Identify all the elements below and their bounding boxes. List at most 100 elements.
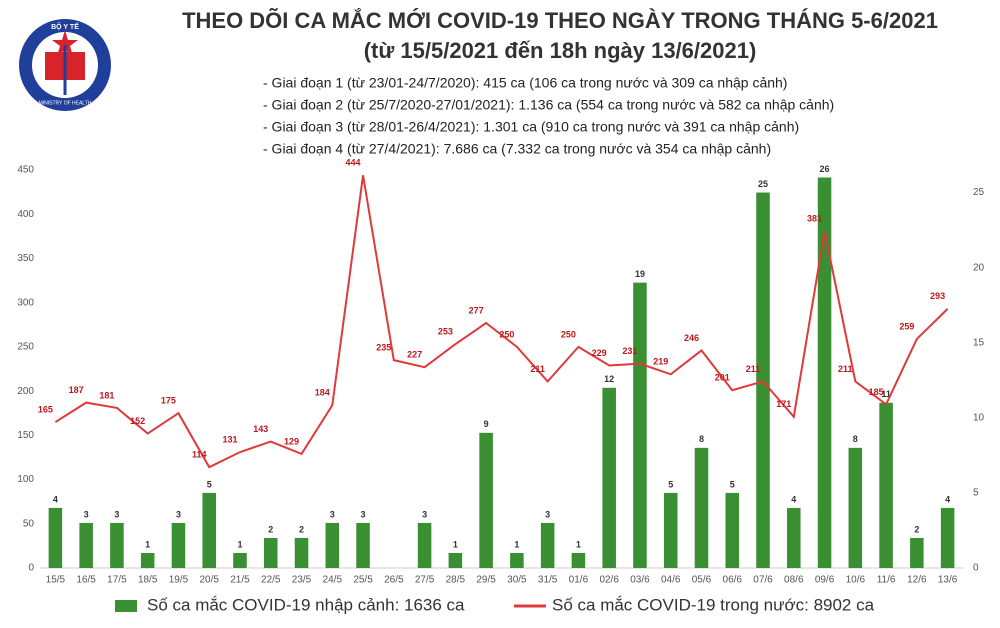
line-label: 131 [222,435,237,445]
x-tick-label: 26/5 [384,575,404,586]
x-tick-label: 25/5 [353,575,373,586]
bar [448,552,463,568]
x-tick-label: 12/6 [907,575,927,586]
y-tick-label: 400 [17,209,34,220]
line-label: 185 [869,387,884,397]
bar [571,552,586,568]
line-label: 165 [38,404,53,414]
bar-label: 3 [361,509,366,519]
bar-label: 5 [730,479,735,489]
bar [140,552,155,568]
x-tick-label: 15/5 [46,575,66,586]
bar [602,387,616,568]
y-tick-label: 300 [17,297,34,308]
logo: BỘ Y TẾ MINISTRY OF HEALTH [19,19,111,111]
note: - Giai đoạn 3 (từ 28/01-26/4/2021): 1.30… [263,119,799,135]
line-label: 211 [746,364,761,374]
line-label: 171 [776,399,791,409]
y-tick-label: 0 [28,563,34,574]
y2-tick-label: 0 [973,563,979,574]
bar [633,282,647,568]
line-label: 293 [930,291,945,301]
bar-label: 3 [176,509,181,519]
line-label: 259 [899,321,914,331]
x-tick-label: 13/6 [938,575,958,586]
bar [940,507,955,568]
bar [848,447,863,568]
legend-swatch [115,600,137,612]
bar [171,522,186,568]
line-label: 250 [499,329,514,339]
x-tick-label: 11/6 [877,575,896,586]
y-tick-label: 150 [17,430,34,441]
bar-label: 12 [604,374,614,384]
y2-tick-label: 20 [973,262,985,273]
note: - Giai đoạn 2 (từ 25/7/2020-27/01/2021):… [263,97,834,113]
x-tick-label: 23/5 [292,575,312,586]
line-label: 444 [346,158,361,168]
bar [787,507,801,568]
bar-label: 2 [268,524,273,534]
line-label: 181 [99,390,114,400]
y-tick-label: 50 [23,518,35,529]
x-tick-label: 02/6 [599,575,619,586]
legend-label: Số ca mắc COVID-19 trong nước: 8902 ca [552,595,875,614]
bar-label: 8 [853,434,858,444]
x-tick-label: 19/5 [169,575,189,586]
logo-top: BỘ Y TẾ [51,21,79,31]
bar [510,552,524,568]
y-tick-label: 250 [17,342,34,353]
note: - Giai đoạn 1 (từ 23/01-24/7/2020): 415 … [263,75,787,91]
bar-label: 1 [514,539,519,549]
line-label: 129 [284,436,299,446]
bar-label: 4 [791,494,796,504]
note: - Giai đoạn 4 (từ 27/4/2021): 7.686 ca (… [263,141,771,157]
line-label: 184 [315,388,330,398]
line-label: 246 [684,333,699,343]
bar-label: 9 [484,419,489,429]
logo-bottom: MINISTRY OF HEALTH [39,100,92,106]
y-tick-label: 100 [17,474,34,485]
bar [910,537,924,568]
bar [263,537,278,568]
x-tick-label: 01/6 [569,575,589,586]
y2-tick-label: 15 [973,337,985,348]
x-tick-label: 22/5 [261,575,281,586]
logo-star [52,30,78,56]
x-tick-label: 21/5 [230,575,250,586]
bar-label: 2 [914,524,919,534]
bar-label: 4 [53,494,58,504]
bar [879,402,893,568]
bar-label: 3 [84,509,89,519]
x-tick-label: 20/5 [199,575,219,586]
x-tick-label: 05/6 [692,575,712,586]
bar-label: 3 [545,509,550,519]
x-tick-label: 28/5 [446,575,466,586]
line-label: 229 [592,348,607,358]
bar [294,537,309,568]
x-tick-label: 31/5 [538,575,558,586]
bar [48,507,63,568]
line-label: 227 [407,350,422,360]
bar [694,447,709,568]
x-tick-label: 16/5 [76,575,96,586]
line-label: 235 [376,343,391,353]
line-label: 175 [161,396,176,406]
y-tick-label: 200 [17,386,34,397]
line-label: 143 [253,424,268,434]
chart-subtitle: (từ 15/5/2021 đến 18h ngày 13/6/2021) [364,38,757,63]
bar-label: 3 [114,509,119,519]
bar [417,522,432,568]
bar-label: 1 [453,539,458,549]
bar [756,192,770,568]
bar [110,522,124,568]
line-label: 277 [469,305,484,315]
x-tick-label: 07/6 [753,575,773,586]
bar [725,492,740,568]
bar-label: 26 [820,164,830,174]
line-label: 250 [561,329,576,339]
line-label: 114 [192,450,207,460]
bar [817,177,832,568]
